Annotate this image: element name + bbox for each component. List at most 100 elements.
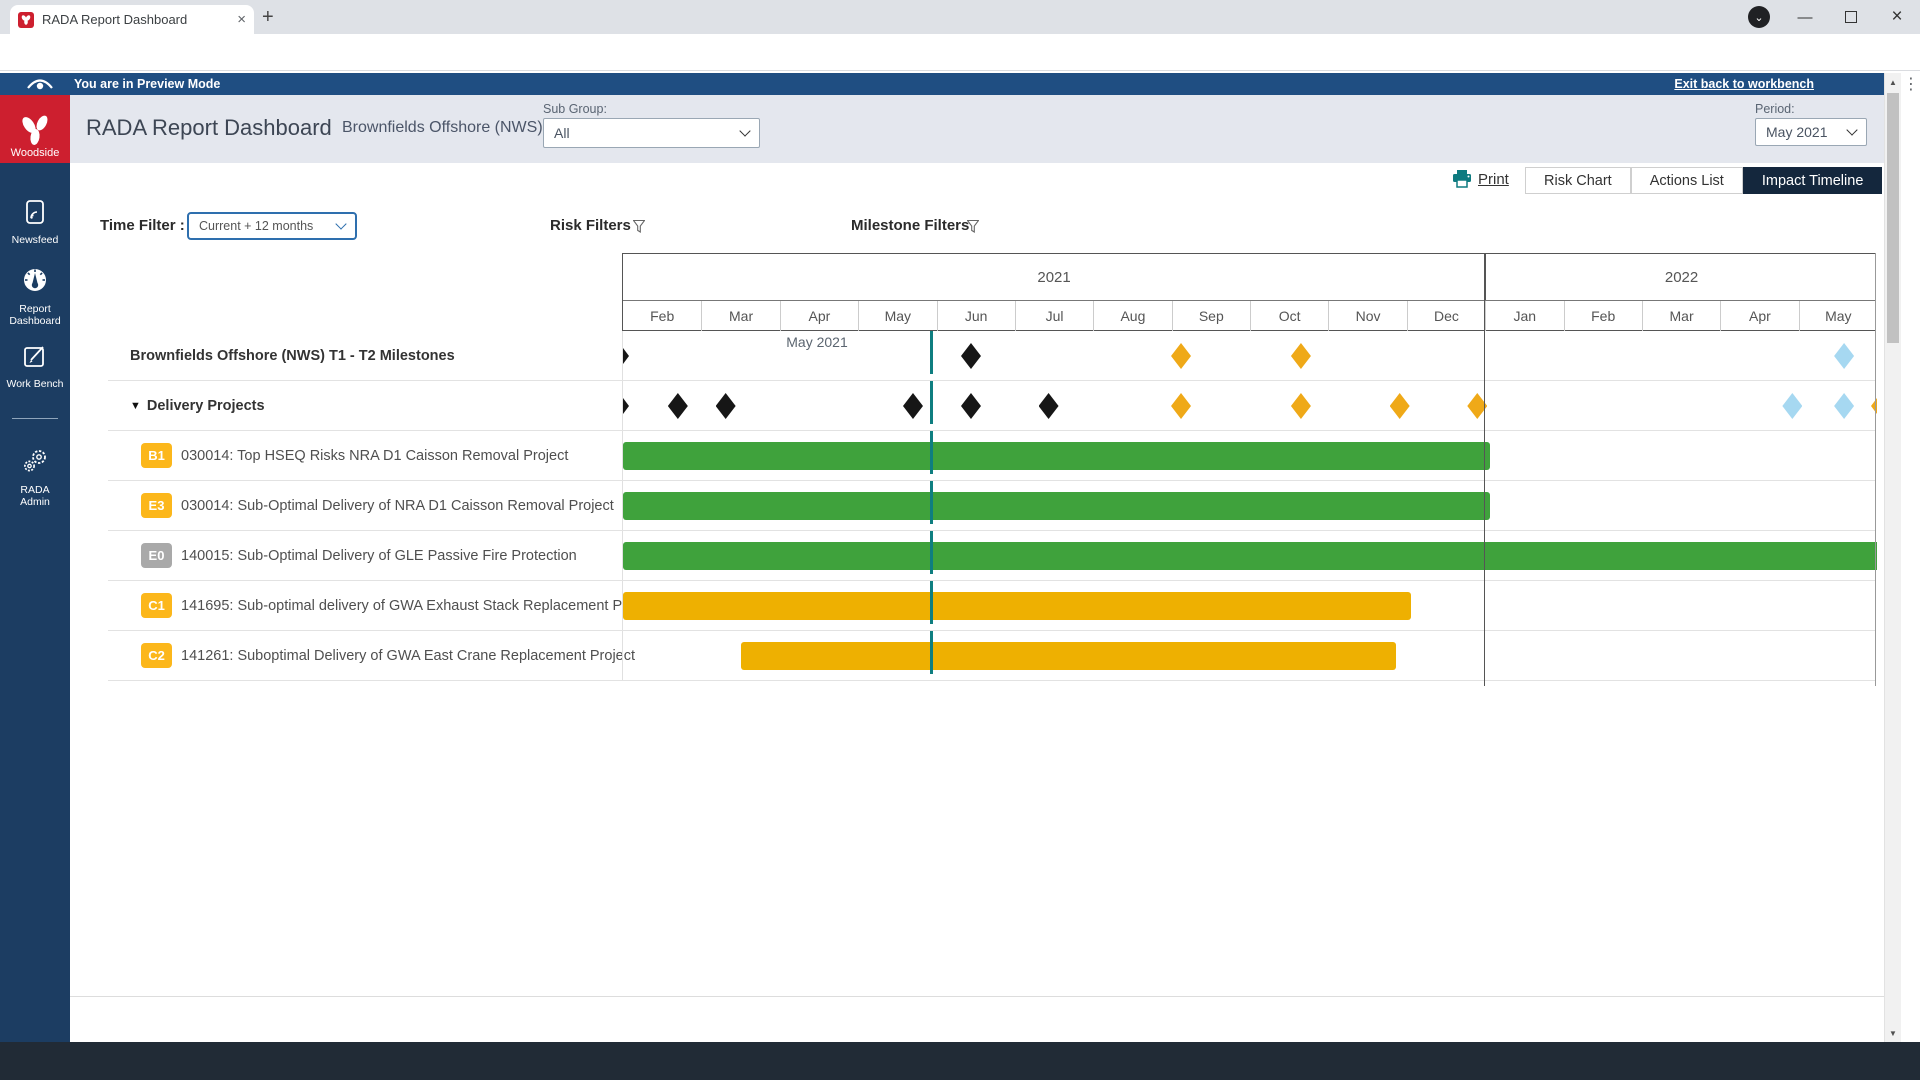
windows-taskbar: Type here to search T ✓ [0,1042,1920,1080]
milestone-filters-label[interactable]: Milestone Filters [851,217,970,234]
milestone-diamond-blue[interactable] [1834,393,1855,419]
woodside-flower-icon [22,115,48,145]
chevron-down-icon [739,125,751,137]
scrollbar-up-icon[interactable]: ▲ [1889,78,1897,87]
tab-title: RADA Report Dashboard [42,12,188,27]
media-controls-icon[interactable]: ⌄ [1748,6,1770,28]
risk-rating-badge: E3 [141,493,172,518]
milestone-diamond-orange[interactable] [1290,343,1311,369]
tab-actions-list[interactable]: Actions List [1630,167,1743,194]
sidebar-item-newsfeed[interactable]: Newsfeed [0,199,70,246]
time-filter-select[interactable]: Current + 12 months [187,212,357,240]
month-cell: Jan [1485,301,1563,331]
row-label: 141261: Suboptimal Delivery of GWA East … [181,647,636,664]
collapse-caret-icon[interactable]: ▼ [130,399,141,412]
month-cell: Jul [1014,301,1093,331]
gantt-bar[interactable] [741,642,1396,670]
milestone-diamond-orange[interactable] [1171,393,1192,419]
page-title: RADA Report Dashboard [86,115,332,140]
project-row-label: C2 141261: Suboptimal Delivery of GWA Eas… [108,631,635,680]
period-value: May 2021 [1766,124,1828,140]
risk-filters-label[interactable]: Risk Filters [550,217,631,234]
sub-group-select[interactable]: All [543,118,760,148]
milestone-diamond-black[interactable] [623,398,629,414]
milestone-diamond-black[interactable] [960,393,981,419]
milestone-diamond-blue[interactable] [1782,393,1803,419]
timeline-row: E3 030014: Sub-Optimal Delivery of NRA D1… [108,481,1876,531]
sidebar-item-work-bench[interactable]: Work Bench [0,343,70,390]
risk-rating-badge: C2 [141,643,172,668]
month-cell: Nov [1328,301,1406,331]
year-boundary-line [1484,253,1485,686]
risk-rating-badge: C1 [141,593,172,618]
printer-icon [1453,170,1471,188]
month-cell: May [1798,301,1877,331]
milestone-diamond-black[interactable] [715,393,736,419]
month-cell: Feb [650,308,675,324]
sidebar: Newsfeed Report Dashboard Work Bench RAD… [0,163,70,1042]
risk-rating-badge: E0 [141,543,172,568]
minimize-icon[interactable]: — [1797,8,1813,26]
page-scrollbar[interactable]: ▲ ▼ [1884,73,1901,1042]
milestone-diamond-orange[interactable] [1389,393,1410,419]
browser-menu-icon[interactable]: ⋮ [1903,76,1919,93]
milestone-filter-funnel-icon[interactable] [967,220,979,233]
milestone-diamond-orange[interactable] [1171,343,1192,369]
woodside-logo: Woodside [0,95,70,163]
month-cell: Mar [1641,301,1720,331]
milestone-diamond-black[interactable] [623,348,629,364]
timeline-row: ▼ Delivery Projects [108,381,1877,431]
milestone-diamond-orange[interactable] [1871,398,1877,414]
period-select[interactable]: May 2021 [1755,118,1867,146]
gantt-bar[interactable] [623,542,1877,570]
eye-icon [27,79,53,90]
project-row-label: E3 030014: Sub-Optimal Delivery of NRA D1… [108,481,622,530]
maximize-icon[interactable] [1828,0,1874,34]
month-cell: Feb [1563,301,1642,331]
sidebar-item-label: Newsfeed [11,234,59,246]
tab-impact-timeline[interactable]: Impact Timeline [1742,167,1883,194]
tab-close-icon[interactable]: × [237,11,246,28]
close-icon[interactable]: × [1891,6,1903,27]
row-timeline [622,581,1877,630]
dashboard-gauge-icon [24,269,46,291]
sidebar-item-report-dashboard[interactable]: Report Dashboard [0,266,70,327]
print-label: Print [1478,170,1509,188]
milestone-diamond-black[interactable] [667,393,688,419]
gantt-bar[interactable] [623,592,1411,620]
print-button[interactable]: Print [1452,170,1509,188]
chart-right-border [1875,253,1876,686]
risk-filter-funnel-icon[interactable] [633,220,645,233]
gantt-bar[interactable] [623,442,1490,470]
month-cell: Mar [701,301,779,331]
content-bottom-divider [70,996,1884,997]
milestone-diamond-black[interactable] [960,343,981,369]
row-timeline [622,431,1877,480]
scrollbar-thumb[interactable] [1887,93,1899,343]
timeline-header: 2021 2022 Feb Mar Apr May Jun Jul Aug Sep Oct Nov D… [622,253,1876,331]
time-filter-value: Current + 12 months [199,219,314,233]
sidebar-item-label: Report Dashboard [9,303,61,327]
group-row-label[interactable]: Brownfields Offshore (NWS) T1 - T2 Miles… [108,331,622,380]
group-row-label[interactable]: ▼ Delivery Projects [108,381,622,430]
new-tab-icon[interactable]: + [262,6,274,28]
tab-risk-chart[interactable]: Risk Chart [1525,167,1631,194]
month-cell: Apr [779,301,858,331]
milestone-diamond-black[interactable] [902,393,923,419]
exit-workbench-link[interactable]: Exit back to workbench [1674,77,1814,91]
preview-mode-bar: You are in Preview Mode Exit back to wor… [0,73,1884,95]
month-cell: May [858,301,936,331]
browser-tab[interactable]: RADA Report Dashboard × [10,5,254,34]
time-filter-label: Time Filter : [100,217,185,234]
gantt-bar[interactable] [623,492,1490,520]
favicon-icon [18,11,34,28]
row-timeline [622,631,1877,680]
milestone-diamond-orange[interactable] [1290,393,1311,419]
workbench-edit-icon [24,346,44,367]
milestone-diamond-black[interactable] [1038,393,1059,419]
milestone-diamond-blue[interactable] [1834,343,1855,369]
scrollbar-down-icon[interactable]: ▼ [1889,1029,1897,1038]
sidebar-item-rada-admin[interactable]: RADA Admin [0,447,70,508]
milestone-diamond-orange[interactable] [1467,393,1488,419]
